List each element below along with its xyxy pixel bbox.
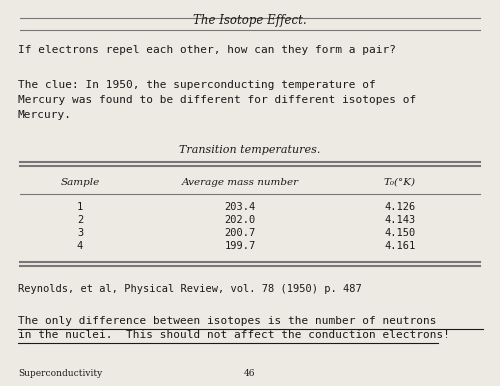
Text: in the nuclei.  This should not affect the conduction electrons!: in the nuclei. This should not affect th… (18, 330, 450, 340)
Text: The clue: In 1950, the superconducting temperature of: The clue: In 1950, the superconducting t… (18, 80, 376, 90)
Text: Superconductivity: Superconductivity (18, 369, 102, 378)
Text: 46: 46 (244, 369, 256, 378)
Text: 3: 3 (77, 228, 83, 238)
Text: 199.7: 199.7 (224, 241, 256, 251)
Text: 200.7: 200.7 (224, 228, 256, 238)
Text: 2: 2 (77, 215, 83, 225)
Text: The only difference between isotopes is the number of neutrons: The only difference between isotopes is … (18, 316, 436, 326)
Text: Transition temperatures.: Transition temperatures. (180, 145, 320, 155)
Text: 203.4: 203.4 (224, 202, 256, 212)
Text: If electrons repel each other, how can they form a pair?: If electrons repel each other, how can t… (18, 45, 396, 55)
Text: Mercury.: Mercury. (18, 110, 72, 120)
Text: 202.0: 202.0 (224, 215, 256, 225)
Text: 4: 4 (77, 241, 83, 251)
Text: Reynolds, et al, Physical Review, vol. 78 (1950) p. 487: Reynolds, et al, Physical Review, vol. 7… (18, 284, 362, 294)
Text: 4.143: 4.143 (384, 215, 416, 225)
Text: T₀(°K): T₀(°K) (384, 178, 416, 187)
Text: 1: 1 (77, 202, 83, 212)
Text: 4.150: 4.150 (384, 228, 416, 238)
Text: Sample: Sample (60, 178, 100, 187)
Text: Average mass number: Average mass number (182, 178, 298, 187)
Text: The Isotope Effect.: The Isotope Effect. (193, 14, 307, 27)
Text: Mercury was found to be different for different isotopes of: Mercury was found to be different for di… (18, 95, 416, 105)
Text: 4.126: 4.126 (384, 202, 416, 212)
Text: 4.161: 4.161 (384, 241, 416, 251)
